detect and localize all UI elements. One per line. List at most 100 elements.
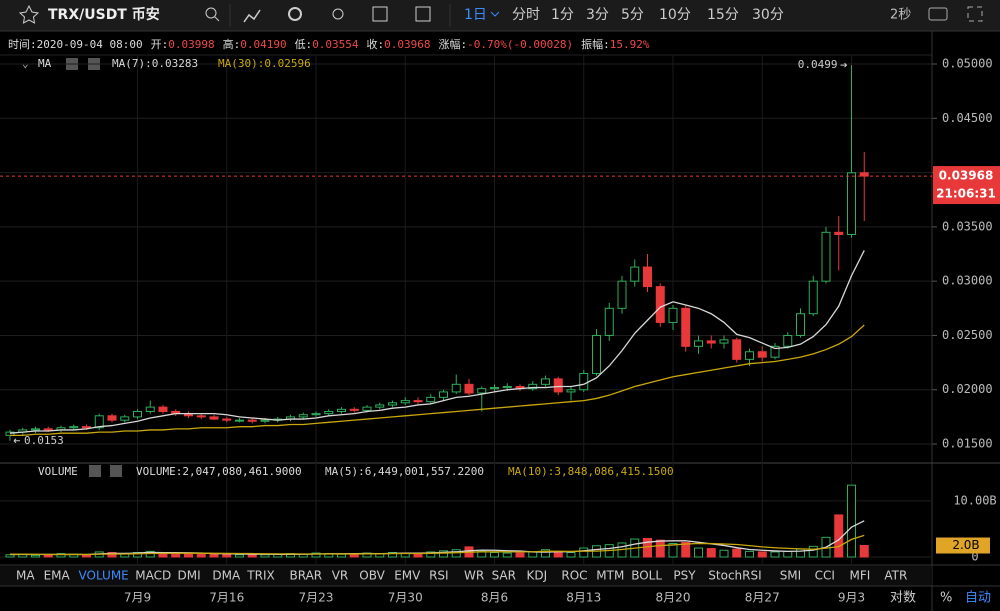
indicator-tab[interactable]: MACD: [135, 569, 171, 583]
symbol[interactable]: TRX/USDT 币安: [48, 6, 160, 23]
annotation-arrow: [840, 62, 848, 68]
info-label: 收:: [367, 37, 385, 51]
candle-body: [43, 428, 53, 431]
y-tick-label: 0.03000: [942, 274, 993, 288]
collapse-arrow[interactable]: ⌄: [22, 57, 29, 70]
indicator-tab[interactable]: MA: [16, 569, 35, 583]
indicator-tab[interactable]: MTM: [596, 569, 624, 583]
star-icon[interactable]: [18, 4, 40, 24]
volume-bar: [337, 553, 346, 558]
candle-body: [770, 345, 780, 358]
info-label: 开:: [151, 38, 169, 51]
info-label: 涨幅:: [439, 38, 468, 51]
axis-option[interactable]: %: [940, 591, 952, 606]
indicator-tab[interactable]: VOLUME: [79, 569, 129, 583]
indicator-tab[interactable]: EMA: [44, 569, 71, 583]
volume-bar: [388, 552, 397, 558]
axis-option[interactable]: 对数: [890, 591, 916, 606]
indicator-tab[interactable]: CCI: [815, 569, 835, 583]
indicator-tab[interactable]: WR: [464, 569, 484, 583]
indicator-tab[interactable]: TRIX: [246, 569, 274, 583]
y-tick-label: 0.05000: [942, 57, 993, 71]
candle-body: [719, 339, 729, 344]
last-volume-tag: [936, 537, 990, 554]
legend-value: VOLUME:2,047,080,461.9000: [136, 465, 302, 478]
candle-body: [604, 307, 614, 336]
candle-body: [643, 266, 652, 288]
legend-settings[interactable]: [89, 465, 101, 477]
candle-body: [834, 231, 844, 235]
candle-body: [451, 383, 461, 393]
last-price-tag: [933, 166, 1000, 205]
volume-bar: [541, 549, 550, 558]
x-tick-label: 9月3: [838, 591, 865, 605]
indicator-tab[interactable]: MFI: [850, 569, 871, 583]
save-icon[interactable]: [372, 6, 388, 22]
refresh-rate[interactable]: 2秒: [890, 8, 911, 23]
camera-icon[interactable]: [928, 7, 948, 21]
interval[interactable]: 10分: [659, 7, 691, 23]
y-tick-label: 0.01500: [942, 437, 993, 451]
info-value: 0.03554: [312, 38, 359, 51]
interval-selected[interactable]: 1日: [464, 7, 487, 23]
candle-body: [311, 413, 321, 416]
indicator-tab[interactable]: BRAR: [290, 569, 323, 583]
axis-option[interactable]: 自动: [965, 591, 991, 606]
indicator-tab[interactable]: ATR: [884, 569, 907, 583]
indicator-tab[interactable]: ROC: [561, 569, 587, 583]
y-tick-label: 0.04500: [942, 111, 993, 125]
candle-body: [668, 307, 678, 323]
volume-bar: [439, 550, 448, 558]
interval[interactable]: 30分: [752, 7, 784, 23]
interval[interactable]: 5分: [621, 7, 644, 23]
x-tick-label: 8月13: [566, 591, 601, 605]
candle-body: [553, 378, 563, 393]
interval[interactable]: 15分: [707, 7, 739, 23]
indicator-tab[interactable]: SAR: [492, 569, 516, 583]
candle-body: [732, 339, 742, 360]
candle-body: [617, 280, 627, 309]
indicator-tab[interactable]: VR: [332, 569, 349, 583]
volume-bar: [209, 553, 219, 558]
indicator-tab[interactable]: KDJ: [527, 569, 548, 583]
indicator-tab[interactable]: EMV: [394, 569, 421, 583]
settings-icon[interactable]: [288, 7, 302, 21]
annotation-arrow: [13, 438, 20, 444]
theme-icon[interactable]: [332, 8, 344, 20]
x-tick-label: 8月27: [745, 591, 780, 605]
interval[interactable]: 3分: [586, 7, 609, 23]
x-tick-label: 8月20: [656, 591, 691, 605]
search-icon[interactable]: [205, 7, 217, 19]
indicator-tab[interactable]: DMA: [212, 569, 241, 583]
indicator-tab[interactable]: OBV: [359, 569, 385, 583]
interval[interactable]: 分时: [512, 7, 540, 23]
ma-line: [10, 324, 865, 437]
volume-bar: [859, 545, 869, 558]
y-tick-label: 10.00B: [953, 493, 996, 507]
interval[interactable]: 1分: [551, 7, 574, 23]
indicator-icon[interactable]: [243, 9, 261, 23]
legend-title: VOLUME: [38, 465, 78, 478]
fullscreen-icon[interactable]: [967, 6, 983, 22]
indicator-tab[interactable]: StochRSI: [708, 569, 761, 583]
chart-icon[interactable]: [415, 6, 431, 22]
x-tick-label: 8月6: [481, 591, 508, 605]
candle-body: [502, 385, 512, 389]
ma-line: [9, 250, 865, 434]
y-tick-label: 0: [971, 550, 978, 564]
legend-close[interactable]: [110, 465, 122, 477]
indicator-tab[interactable]: DMI: [178, 569, 201, 583]
candle-body: [681, 307, 691, 347]
indicator-tab[interactable]: PSY: [673, 569, 696, 583]
legend-entry: MA(30):0.02596: [218, 57, 311, 70]
volume-bar: [655, 539, 665, 558]
info-value: -0.70%(-0.00028): [467, 38, 573, 51]
x-tick-label: 7月16: [209, 591, 244, 605]
indicator-tab[interactable]: SMI: [780, 569, 802, 583]
indicator-tab[interactable]: BOLL: [631, 569, 662, 583]
volume-bar: [490, 552, 499, 558]
indicator-tab[interactable]: RSI: [429, 569, 449, 583]
